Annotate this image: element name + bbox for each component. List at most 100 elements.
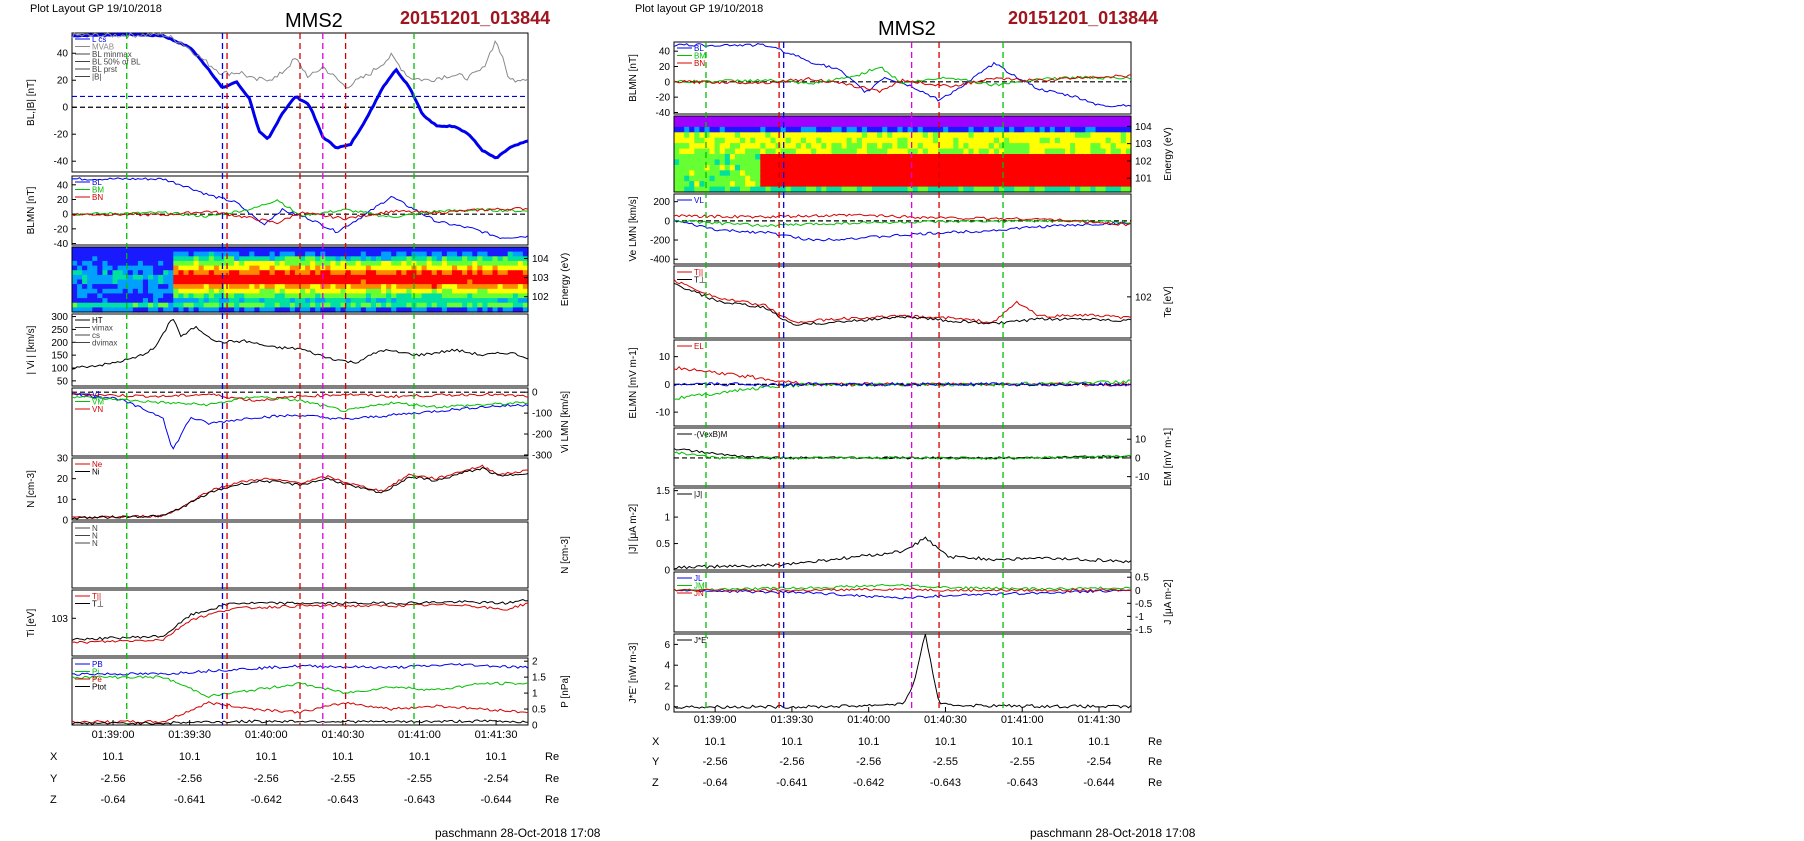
spectrogram-cell xyxy=(188,298,195,304)
spectrogram-cell xyxy=(973,143,980,150)
spectrogram-cell xyxy=(1080,164,1086,171)
spectrogram-cell xyxy=(968,159,975,166)
spectrogram-cell xyxy=(112,260,119,267)
spectrogram-cell xyxy=(376,260,382,267)
spectrogram-cell xyxy=(289,298,296,304)
spectrogram-cell xyxy=(517,247,524,253)
ephemeris-row-label: X xyxy=(50,751,58,763)
series-blprst xyxy=(71,32,529,160)
spectrogram-cell xyxy=(340,251,347,257)
spectrogram-cell xyxy=(821,137,827,144)
spectrogram-cell xyxy=(775,159,782,166)
spectrogram-cell xyxy=(264,247,271,253)
spectrogram-cell xyxy=(492,274,499,281)
spectrogram-cell xyxy=(841,116,848,122)
spectrogram-cell xyxy=(933,126,939,133)
spectrogram-cell xyxy=(740,132,746,139)
spectrogram-cell xyxy=(999,175,1005,182)
spectrogram-cell xyxy=(1029,181,1036,188)
series-bm xyxy=(673,66,1132,87)
spectrogram-cell xyxy=(487,256,494,262)
spectrogram-cell xyxy=(999,164,1005,171)
spectrogram-cell xyxy=(391,298,397,304)
ephemeris-value: -0.64 xyxy=(703,777,728,789)
spectrogram-cell xyxy=(953,170,959,177)
y-tick-label: 102 xyxy=(532,292,549,303)
spectrogram-cell xyxy=(325,256,331,262)
spectrogram-cell xyxy=(694,126,700,133)
spectrogram-cell xyxy=(811,175,817,182)
spectrogram-cell xyxy=(249,288,255,294)
spectrogram-cell xyxy=(421,284,428,290)
spectrogram-cell xyxy=(1059,121,1066,128)
spectrogram-cell xyxy=(335,288,342,294)
spectrogram-cell xyxy=(806,137,812,144)
spectrogram-cell xyxy=(173,247,179,253)
spectrogram-cell xyxy=(416,293,423,299)
spectrogram-cell xyxy=(370,288,377,294)
spectrogram-cell xyxy=(1009,186,1015,193)
spectrogram-cell xyxy=(198,279,205,285)
spectrogram-cell xyxy=(1100,186,1107,193)
spectrogram-cell xyxy=(917,148,924,155)
spectrogram-cell xyxy=(203,247,210,253)
spectrogram-cell xyxy=(1039,154,1046,160)
spectrogram-cell xyxy=(224,247,230,253)
spectrogram-cell xyxy=(704,159,711,166)
spectrogram-cell xyxy=(517,256,524,262)
panel-frame xyxy=(673,265,1132,339)
spectrogram-cell xyxy=(938,126,944,133)
spectrogram-cell xyxy=(193,293,200,299)
spectrogram-cell xyxy=(740,116,746,122)
spectrogram-cell xyxy=(376,247,382,253)
spectrogram-cell xyxy=(244,288,250,294)
spectrogram-cell xyxy=(1070,186,1076,193)
spectrogram-cell xyxy=(816,126,822,133)
spectrogram-cell xyxy=(203,284,210,290)
spectrogram-cell xyxy=(436,265,443,271)
spectrogram-cell xyxy=(811,132,817,139)
spectrogram-cell xyxy=(522,284,529,290)
spectrogram-cell xyxy=(841,164,848,171)
spectrogram-cell xyxy=(679,181,685,188)
spectrogram-cell xyxy=(477,288,483,294)
spectrogram-cell xyxy=(1105,143,1112,150)
spectrogram-cell xyxy=(740,121,746,128)
spectrogram-cell xyxy=(355,251,362,257)
spectrogram-cell xyxy=(426,265,433,271)
spectrogram-cell xyxy=(234,256,240,262)
spectrogram-cell xyxy=(1024,170,1031,177)
spectrogram-cell xyxy=(426,251,433,257)
legend-label: VL xyxy=(694,196,704,205)
spectrogram-cell xyxy=(132,265,139,271)
spectrogram-cell xyxy=(173,265,179,271)
spectrogram-cell xyxy=(826,159,832,166)
spectrogram-cell xyxy=(882,143,888,150)
spectrogram-cell xyxy=(882,175,888,182)
spectrogram-cell xyxy=(927,126,934,133)
spectrogram-cell xyxy=(492,288,499,294)
spectrogram-cell xyxy=(365,279,372,285)
spectrogram-cell xyxy=(927,175,934,182)
spectrogram-cell xyxy=(887,148,893,155)
ephemeris-value: -2.54 xyxy=(484,773,509,785)
spectrogram-cell xyxy=(411,247,418,253)
spectrogram-cell xyxy=(477,260,483,267)
spectrogram-cell xyxy=(457,284,463,290)
spectrogram-cell xyxy=(446,270,453,276)
spectrogram-cell xyxy=(137,293,144,299)
ephemeris-value: -0.641 xyxy=(776,777,807,789)
spectrogram-cell xyxy=(122,284,129,290)
y-tick-label: -10 xyxy=(656,408,671,419)
spectrogram-cell xyxy=(699,143,706,150)
spectrogram-cell xyxy=(77,260,83,267)
spectrogram-cell xyxy=(958,137,965,144)
spectrogram-cell xyxy=(431,260,438,267)
spectrogram-cell xyxy=(1075,164,1081,171)
spectrogram-cell xyxy=(497,288,504,294)
spectrogram-cell xyxy=(467,265,473,271)
spectrogram-cell xyxy=(740,170,746,177)
spectrogram-cell xyxy=(477,298,483,304)
spectrogram-cell xyxy=(411,279,418,285)
spectrogram-cell xyxy=(724,121,731,128)
